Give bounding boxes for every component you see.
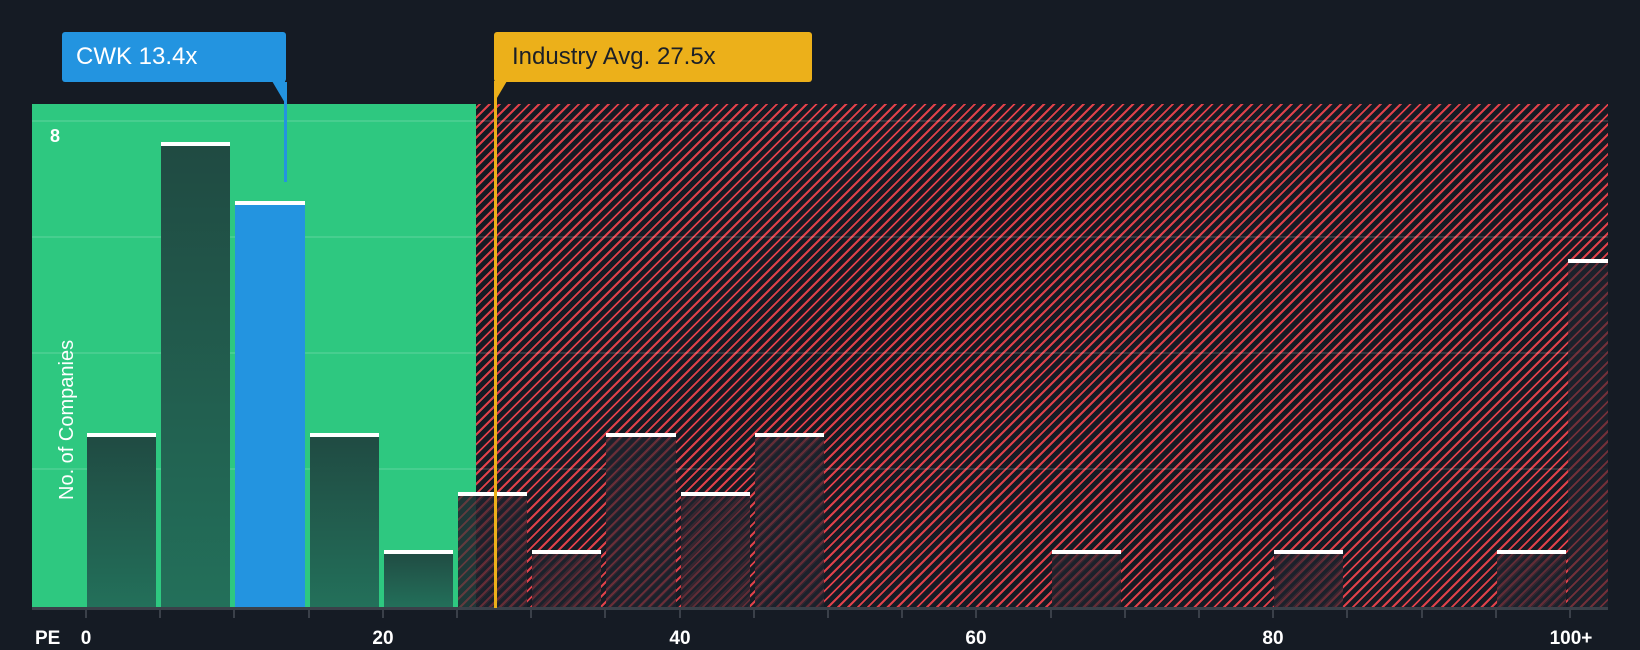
industry-callout-tail xyxy=(494,81,507,103)
histogram-bar-15-20 xyxy=(309,433,379,608)
x-axis-tick xyxy=(752,609,755,618)
x-axis-tick xyxy=(307,609,310,618)
company-pe-callout: CWK 13.4x xyxy=(62,32,286,82)
bar-top-cap xyxy=(1496,550,1566,554)
x-axis-tick xyxy=(901,609,904,618)
industry-avg-marker-line xyxy=(494,82,497,608)
histogram-bar-30-35 xyxy=(532,550,602,608)
histogram-bar-95-100 xyxy=(1496,550,1567,608)
x-axis-tick xyxy=(456,609,458,618)
histogram-bar-40-45 xyxy=(680,492,750,608)
x-tick-80: 80 xyxy=(1262,628,1284,649)
industry-avg-callout: Industry Avg. 27.5x xyxy=(494,32,812,82)
industry-avg-label: Industry Avg. 27.5x xyxy=(512,43,716,70)
histogram-bar-25-30 xyxy=(458,492,528,608)
bar-top-cap xyxy=(309,433,379,437)
bar-top-cap xyxy=(1274,550,1344,554)
bar-top-cap xyxy=(1051,550,1121,554)
x-axis-tick xyxy=(604,609,607,618)
gridline-6 xyxy=(32,236,1608,238)
x-tick-40: 40 xyxy=(669,628,691,649)
bar-top-cap xyxy=(532,550,602,554)
company-pe-label: CWK 13.4x xyxy=(76,43,198,70)
above-industry-zone xyxy=(476,104,1608,608)
x-axis-tick xyxy=(381,609,384,618)
bar-top-cap xyxy=(161,142,231,146)
x-axis-tick xyxy=(1346,609,1349,618)
histogram-bar-0-5 xyxy=(87,433,157,608)
histogram-bar-35-40 xyxy=(606,433,676,608)
bar-top-cap xyxy=(458,492,528,496)
x-tick-0: 0 xyxy=(80,628,92,649)
x-axis-tick xyxy=(1198,609,1200,618)
x-axis-tick xyxy=(530,609,533,618)
histogram-bar-80-85 xyxy=(1274,550,1344,608)
x-axis-tick xyxy=(1420,609,1423,618)
bar-top-cap xyxy=(680,492,750,496)
bar-top-cap xyxy=(754,433,824,437)
x-axis-tick xyxy=(827,609,829,618)
bar-top-cap xyxy=(235,201,305,205)
bar-top-cap xyxy=(1568,259,1608,263)
gridline-4 xyxy=(32,352,1608,354)
histogram-bar-20-25 xyxy=(383,550,453,608)
bar-top-cap xyxy=(87,433,157,437)
x-tick-100-plus: 100+ xyxy=(1549,628,1593,649)
x-tick-60: 60 xyxy=(965,628,987,649)
histogram-bar-10-15 xyxy=(235,201,305,608)
chart-plot-area xyxy=(32,104,1608,608)
histogram-bar-65-70 xyxy=(1051,550,1121,608)
gridline-8 xyxy=(32,120,1608,122)
x-tick-20: 20 xyxy=(372,628,394,649)
bar-top-cap xyxy=(383,550,453,554)
x-axis-tick xyxy=(85,609,87,618)
histogram-bar-100+ xyxy=(1568,259,1608,608)
company-callout-tail xyxy=(272,81,285,103)
x-axis-name: PE xyxy=(35,628,61,649)
x-axis-tick xyxy=(1049,609,1052,618)
x-axis-tick xyxy=(1569,609,1571,618)
x-axis-line xyxy=(32,607,1608,610)
histogram-bar-5-10 xyxy=(161,142,231,608)
x-axis-tick xyxy=(233,609,236,618)
x-axis-tick xyxy=(975,609,978,618)
y-tick-8: 8 xyxy=(50,126,61,146)
x-axis-tick xyxy=(1494,609,1497,618)
x-axis-tick xyxy=(1123,609,1126,618)
x-axis-tick xyxy=(1272,609,1275,618)
histogram-bar-45-50 xyxy=(754,433,825,608)
bar-top-cap xyxy=(606,433,676,437)
x-axis-tick xyxy=(159,609,162,618)
company-pe-marker-line xyxy=(284,82,287,182)
x-axis-tick xyxy=(678,609,681,618)
y-axis-title: No. of Companies xyxy=(56,339,78,500)
